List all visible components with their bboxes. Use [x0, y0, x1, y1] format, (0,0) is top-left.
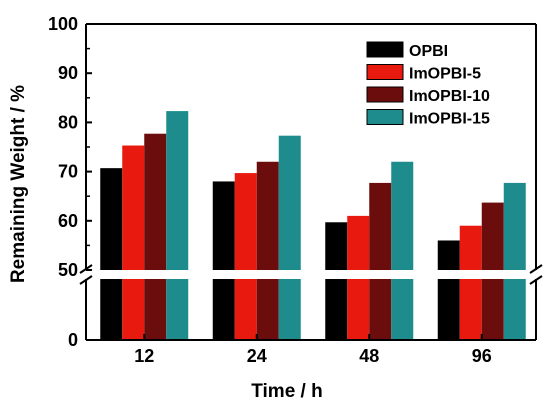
legend-swatch-imopbi-15: [366, 109, 404, 125]
x-axis-title: Time / h: [251, 381, 322, 402]
bar-imopbi-5-96: [459, 225, 482, 340]
bar-imopbi-5-12: [122, 145, 145, 340]
bar-opbi-12: [100, 168, 123, 340]
x-tick-label-12: 12: [134, 346, 154, 366]
legend-label-imopbi-15: ImOPBI-15: [409, 111, 490, 128]
legend: OPBI ImOPBI-5 ImOPBI-10 ImOPBI-15: [366, 41, 490, 128]
legend-label-imopbi-5: ImOPBI-5: [409, 66, 481, 83]
bar-imopbi-15-12: [166, 111, 189, 340]
bars-group: [100, 111, 526, 340]
x-tick-label-48: 48: [359, 346, 379, 366]
axis-break-band: [84, 270, 540, 279]
y-tick-label-60: 60: [58, 211, 78, 231]
legend-swatch-opbi: [366, 41, 404, 58]
y-tick-label-100: 100: [48, 14, 78, 34]
bar-opbi-48: [325, 222, 348, 340]
break-mark-right-1: [529, 264, 543, 274]
y-tick-label-0: 0: [68, 330, 78, 350]
y-tick-label-80: 80: [58, 112, 78, 132]
bar-imopbi-10-24: [256, 161, 279, 340]
y-tick-label-90: 90: [58, 63, 78, 83]
bar-imopbi-15-96: [503, 182, 526, 340]
y-axis-title: Remaining Weight / %: [8, 85, 29, 283]
break-mark-right-2: [529, 275, 543, 285]
bar-imopbi-10-48: [369, 182, 392, 340]
bar-opbi-96: [437, 240, 460, 340]
y-tick-label-70: 70: [58, 162, 78, 182]
axes-group: 50 60 70 80 90 100 0 12 24 48 96: [48, 14, 543, 366]
legend-label-imopbi-10: ImOPBI-10: [409, 88, 490, 105]
bar-opbi-24: [212, 181, 235, 340]
legend-label-opbi: OPBI: [409, 43, 448, 60]
bar-imopbi-10-12: [144, 133, 167, 340]
x-tick-label-96: 96: [472, 346, 492, 366]
bar-imopbi-5-24: [234, 173, 257, 340]
legend-swatch-imopbi-5: [366, 64, 404, 80]
x-tick-label-24: 24: [247, 346, 267, 366]
bar-imopbi-15-48: [391, 161, 414, 340]
break-mark-left-2: [79, 275, 93, 285]
legend-swatch-imopbi-10: [366, 86, 404, 103]
bar-imopbi-15-24: [278, 135, 301, 340]
y-tick-label-50: 50: [58, 260, 78, 280]
